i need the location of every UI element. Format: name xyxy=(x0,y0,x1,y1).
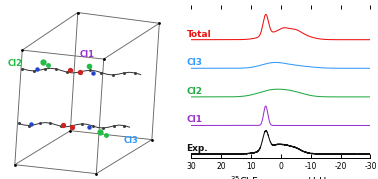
Text: Cl3: Cl3 xyxy=(124,136,139,145)
Text: Cl3: Cl3 xyxy=(186,58,202,67)
X-axis label: $^{35}$Cl Frequency / kHz: $^{35}$Cl Frequency / kHz xyxy=(229,174,332,179)
Text: Cl1: Cl1 xyxy=(186,115,202,124)
Text: Exp.: Exp. xyxy=(186,144,208,153)
Text: Cl2: Cl2 xyxy=(8,59,22,68)
Text: Cl2: Cl2 xyxy=(186,87,202,96)
Text: Total: Total xyxy=(186,30,211,38)
Text: Cl1: Cl1 xyxy=(80,50,94,59)
